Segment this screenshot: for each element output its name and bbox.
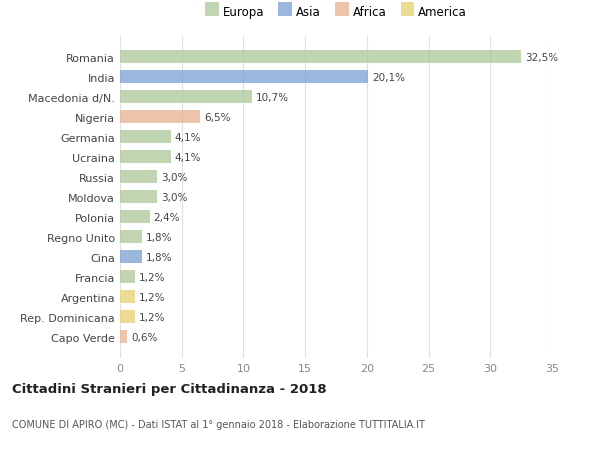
Bar: [120, 311, 135, 324]
Bar: [120, 91, 252, 104]
Text: 1,2%: 1,2%: [139, 312, 165, 322]
Text: 3,0%: 3,0%: [161, 192, 187, 202]
Bar: [120, 231, 142, 244]
Bar: [120, 191, 157, 204]
Text: 1,8%: 1,8%: [146, 232, 172, 242]
Text: 2,4%: 2,4%: [154, 213, 180, 222]
Text: 4,1%: 4,1%: [175, 133, 201, 143]
Bar: [120, 291, 135, 303]
Bar: [120, 251, 142, 263]
Legend: Europa, Asia, Africa, America: Europa, Asia, Africa, America: [200, 1, 472, 23]
Bar: [120, 111, 200, 124]
Bar: [120, 330, 127, 343]
Text: Cittadini Stranieri per Cittadinanza - 2018: Cittadini Stranieri per Cittadinanza - 2…: [12, 382, 326, 396]
Text: 0,6%: 0,6%: [131, 332, 157, 342]
Bar: [120, 211, 149, 224]
Text: 6,5%: 6,5%: [204, 112, 230, 123]
Text: 1,8%: 1,8%: [146, 252, 172, 262]
Text: 4,1%: 4,1%: [175, 152, 201, 162]
Text: 1,2%: 1,2%: [139, 292, 165, 302]
Text: 3,0%: 3,0%: [161, 173, 187, 182]
Text: 10,7%: 10,7%: [256, 93, 289, 103]
Bar: [120, 131, 170, 144]
Bar: [120, 271, 135, 284]
Text: 1,2%: 1,2%: [139, 272, 165, 282]
Bar: [120, 151, 170, 164]
Bar: [120, 171, 157, 184]
Bar: [120, 51, 521, 64]
Text: 20,1%: 20,1%: [372, 73, 405, 83]
Bar: [120, 71, 368, 84]
Text: COMUNE DI APIRO (MC) - Dati ISTAT al 1° gennaio 2018 - Elaborazione TUTTITALIA.I: COMUNE DI APIRO (MC) - Dati ISTAT al 1° …: [12, 419, 425, 429]
Text: 32,5%: 32,5%: [525, 53, 558, 63]
